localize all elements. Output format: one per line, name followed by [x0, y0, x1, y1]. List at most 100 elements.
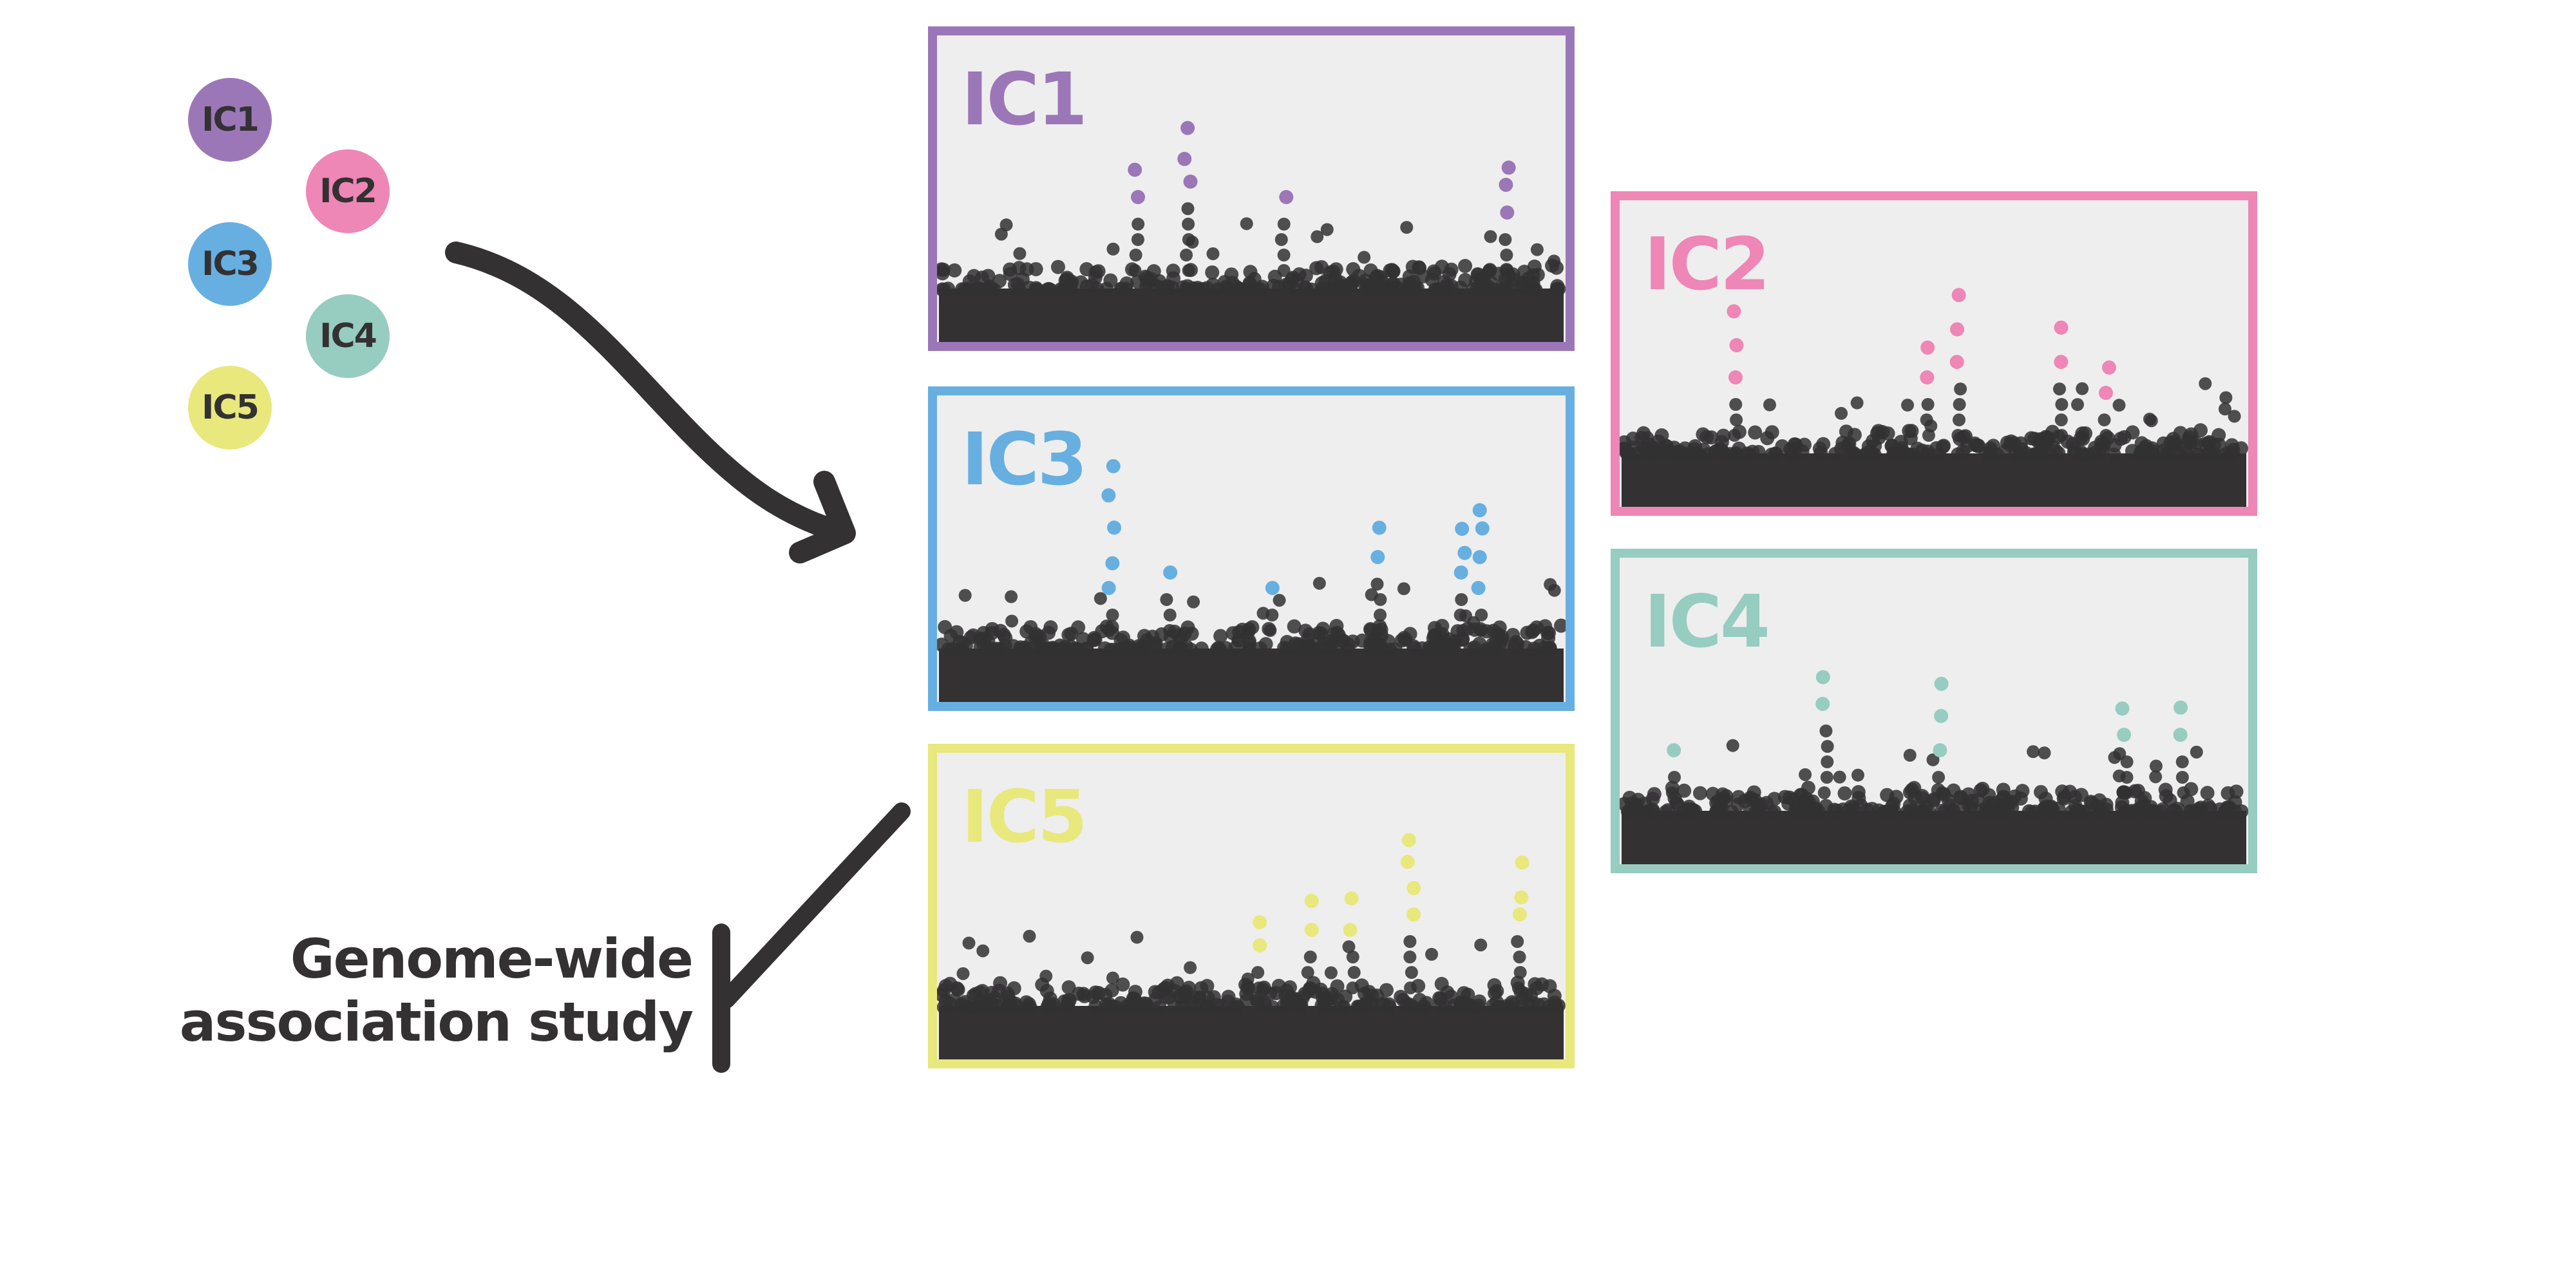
significant-snp-point — [1401, 833, 1416, 848]
snp-point — [1900, 447, 1915, 462]
snp-point — [1400, 221, 1414, 234]
significant-snp-point — [1400, 855, 1415, 869]
snp-point — [1340, 642, 1355, 657]
snp-point — [1200, 979, 1215, 994]
snp-point — [1128, 985, 1142, 999]
snp-point — [1244, 281, 1258, 296]
snp-point — [1039, 983, 1054, 998]
snp-point — [1835, 406, 1848, 420]
snp-point — [962, 936, 976, 950]
snp-point — [1320, 223, 1334, 236]
significant-snp-point — [1304, 923, 1319, 937]
snp-point — [2143, 804, 2158, 819]
snp-point — [960, 281, 975, 296]
snp-point — [1904, 782, 1919, 797]
significant-snp-point — [1471, 581, 1486, 595]
snp-point — [1833, 770, 1846, 784]
snp-point — [2156, 436, 2171, 451]
snp-point — [1163, 624, 1177, 637]
snp-point — [2149, 759, 2163, 773]
snp-point — [1293, 999, 1308, 1014]
snp-point — [1325, 987, 1340, 1001]
snp-point — [1527, 281, 1542, 296]
snp-point — [1830, 803, 1844, 818]
significant-snp-point — [1728, 370, 1743, 384]
panel-border — [928, 26, 1575, 351]
snp-point — [1106, 242, 1120, 256]
snp-point — [1103, 273, 1118, 288]
snp-point — [1781, 796, 1796, 811]
snp-point — [1061, 627, 1076, 642]
panel-border — [1611, 191, 2257, 516]
snp-point — [2029, 447, 2043, 462]
snp-point — [1511, 935, 1524, 948]
snp-point — [1331, 628, 1346, 643]
panel-title: IC5 — [961, 775, 1086, 859]
snp-point — [1301, 966, 1314, 979]
snp-point — [1476, 273, 1491, 288]
snp-point — [1487, 978, 1502, 992]
panel-title: IC1 — [961, 58, 1086, 142]
snp-point — [2098, 413, 2111, 426]
snp-point — [1454, 609, 1467, 621]
snp-point — [935, 282, 950, 297]
snp-point — [2114, 800, 2129, 815]
snp-point — [1474, 938, 1488, 952]
panel-title: IC3 — [961, 418, 1086, 502]
snp-point — [2096, 442, 2110, 457]
snp-point — [1129, 249, 1142, 261]
snp-point — [1374, 609, 1387, 621]
snp-point — [1901, 399, 1915, 412]
snp-point — [1342, 940, 1356, 954]
snp-point — [1130, 931, 1144, 944]
significant-snp-point — [1920, 340, 1935, 355]
snp-point — [1063, 282, 1078, 297]
significant-snp-point — [1455, 522, 1470, 536]
snp-point — [992, 274, 1007, 289]
snp-point — [1484, 230, 1497, 243]
snp-point — [2200, 786, 2215, 800]
snp-point — [1730, 797, 1745, 812]
significant-snp-point — [2174, 700, 2188, 715]
significant-snp-point — [1128, 162, 1142, 177]
snp-point — [1213, 629, 1228, 643]
snp-point — [1090, 281, 1104, 296]
snp-point — [2043, 799, 2058, 814]
significant-snp-point — [1501, 160, 1516, 175]
snp-point — [2154, 804, 2168, 819]
snp-point — [2072, 804, 2087, 819]
snp-point — [1206, 278, 1220, 292]
snp-point — [1277, 249, 1291, 261]
snp-point — [2191, 447, 2206, 462]
snp-point — [1399, 282, 1414, 297]
snp-point — [938, 994, 953, 1009]
legend-ic2-label: IC2 — [319, 172, 377, 211]
baseline-mass — [939, 289, 1564, 343]
snp-point — [2168, 435, 2183, 450]
snp-point — [947, 263, 962, 278]
snp-point — [1153, 280, 1168, 295]
snp-point — [2201, 436, 2216, 451]
significant-snp-point — [1667, 743, 1681, 757]
baseline-mass — [1622, 811, 2246, 866]
significant-snp-point — [1253, 938, 1267, 952]
snp-point — [1370, 624, 1384, 637]
snp-point — [1045, 640, 1060, 655]
snp-point — [1467, 640, 1482, 655]
snp-point — [1103, 999, 1117, 1014]
snp-point — [1667, 771, 1681, 784]
snp-point — [1751, 444, 1766, 459]
snp-point — [1535, 977, 1549, 992]
significant-snp-point — [1105, 556, 1120, 571]
snp-point — [1812, 441, 1827, 456]
snp-point — [1184, 961, 1197, 974]
snp-point — [2219, 391, 2233, 404]
snp-point — [1730, 413, 1743, 426]
manhattan-panel-ic1: IC1 — [928, 26, 1575, 351]
snp-point — [1432, 990, 1447, 1005]
snp-point — [1996, 798, 2011, 813]
snp-point — [1962, 799, 1976, 813]
snp-point — [1510, 637, 1525, 652]
snp-point — [1385, 263, 1399, 278]
